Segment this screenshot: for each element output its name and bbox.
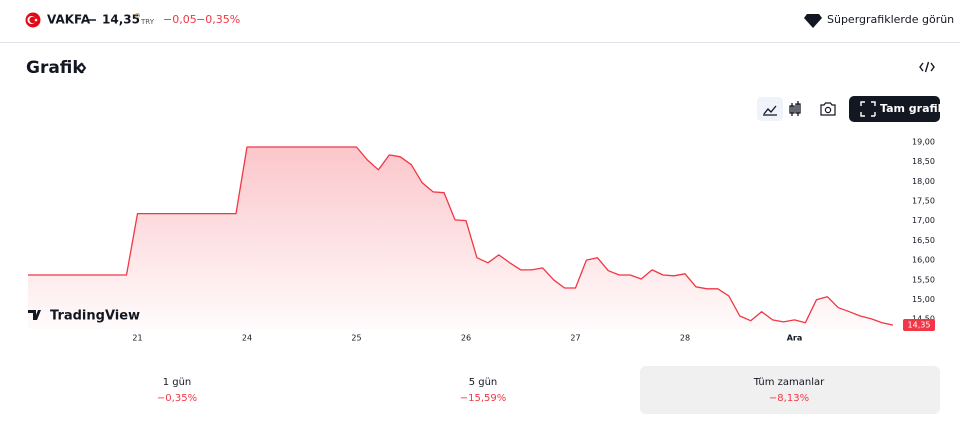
embed-icon[interactable] — [919, 61, 935, 73]
candle-button[interactable] — [789, 101, 801, 116]
period-label[interactable]: 5 gün — [469, 377, 498, 388]
period-tab[interactable]: 5 gün −15,59% — [460, 377, 507, 404]
watermark-logo — [28, 310, 41, 320]
supercharts-text[interactable]: Süpergrafiklerde görün — [827, 13, 954, 26]
plot: 14,5015,0015,5016,0016,5017,0017,5018,00… — [28, 137, 935, 343]
area-icon — [763, 105, 777, 116]
flag-icon — [25, 12, 41, 28]
screenshot-lens — [824, 106, 832, 114]
change-percent: −0,35% — [196, 13, 240, 26]
watermark-text: TradingView — [50, 309, 140, 324]
y-tick-label: 17,50 — [912, 196, 935, 205]
currency: TRY — [140, 18, 155, 26]
price: 14,35 — [102, 13, 140, 27]
y-tick-label: 19,00 — [912, 137, 935, 146]
period-change[interactable]: −0,35% — [157, 393, 197, 404]
x-tick-label: 26 — [461, 334, 471, 343]
x-tick-label: 28 — [680, 334, 690, 343]
x-tick-label: 21 — [132, 334, 142, 343]
period-tab[interactable]: 1 gün −0,35% — [157, 377, 197, 404]
price-line — [28, 146, 894, 326]
period-selected-bg[interactable] — [640, 366, 940, 414]
section-title[interactable]: Grafik — [26, 58, 84, 78]
last-price-badge — [903, 319, 935, 332]
y-tick-label: 17,00 — [912, 216, 935, 225]
y-tick-label: 18,00 — [912, 177, 935, 186]
x-tick-label: Ara — [787, 334, 803, 343]
full-chart-button[interactable]: Tam grafik — [849, 96, 946, 122]
watermark: TradingView — [28, 309, 140, 324]
chevron — [80, 62, 87, 74]
y-tick-label: 16,00 — [912, 256, 935, 265]
x-tick-label: 25 — [351, 334, 361, 343]
period-tab[interactable]: Tüm zamanlar −8,13% — [640, 366, 940, 414]
symbol: VAKFA — [47, 13, 91, 27]
change: −0,05 — [163, 13, 197, 26]
full-chart-icon — [860, 101, 876, 117]
period-label[interactable]: Tüm zamanlar — [753, 377, 825, 388]
screenshot-button[interactable] — [820, 102, 836, 116]
y-tick-label: 15,50 — [912, 275, 935, 284]
y-tick-label: 16,50 — [912, 236, 935, 245]
period-change[interactable]: −15,59% — [460, 393, 507, 404]
period-change[interactable]: −8,13% — [769, 393, 809, 404]
area-fill — [28, 147, 894, 329]
supercharts-link[interactable]: Süpergrafiklerde görün — [804, 13, 954, 28]
section-link[interactable]: Grafik — [26, 58, 87, 78]
last-price-label: 14,35 — [908, 321, 931, 330]
period-label[interactable]: 1 gün — [163, 377, 192, 388]
area-button[interactable] — [757, 97, 783, 121]
supercharts-icon — [804, 14, 822, 28]
x-tick-label: 24 — [242, 334, 252, 343]
x-tick-label: 27 — [570, 334, 580, 343]
full-chart-text[interactable]: Tam grafik — [880, 102, 946, 115]
y-tick-label: 15,00 — [912, 295, 935, 304]
price-flag: D — [135, 12, 140, 20]
y-tick-label: 18,50 — [912, 157, 935, 166]
period-tabs: 1 gün −0,35% 5 gün −15,59% Tüm zamanlar −8,13… — [157, 366, 940, 414]
